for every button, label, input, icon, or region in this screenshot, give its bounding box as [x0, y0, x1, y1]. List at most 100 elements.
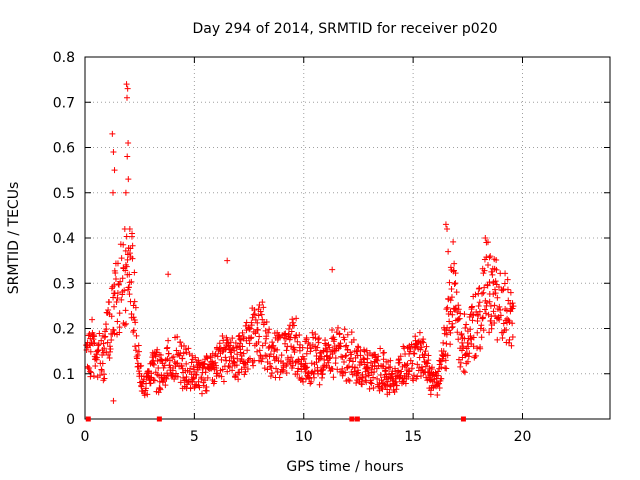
data-point: [117, 278, 124, 285]
data-point: [342, 353, 349, 360]
data-point: [170, 353, 177, 360]
data-point: [371, 369, 378, 376]
data-point: [122, 247, 129, 254]
data-point: [438, 375, 445, 382]
data-point: [353, 348, 360, 355]
data-point: [344, 331, 351, 338]
data-point: [423, 343, 430, 350]
data-point: [241, 371, 248, 378]
data-point: [365, 372, 372, 379]
data-point: [507, 289, 514, 296]
data-point: [132, 319, 139, 326]
data-point: [269, 339, 276, 346]
data-point: [509, 320, 516, 327]
data-point: [86, 365, 93, 372]
data-point: [295, 365, 302, 372]
data-point: [141, 392, 148, 399]
data-point: [486, 298, 493, 305]
data-point: [483, 239, 490, 246]
data-point: [363, 347, 370, 354]
data-point: [340, 359, 347, 366]
data-point: [398, 368, 405, 375]
data-point: [130, 327, 137, 334]
data-point: [100, 340, 107, 347]
data-point: [132, 304, 139, 311]
data-point: [313, 352, 320, 359]
axis-marker: [156, 416, 162, 422]
data-point: [216, 345, 223, 352]
data-point: [116, 324, 123, 331]
data-point: [138, 362, 145, 369]
data-point: [254, 348, 261, 355]
data-point: [151, 377, 158, 384]
data-point: [487, 302, 494, 309]
y-tick-label: 0.7: [53, 95, 75, 111]
x-tick-label: 0: [81, 429, 90, 445]
data-point: [193, 371, 200, 378]
data-point: [444, 225, 451, 232]
data-point: [90, 372, 97, 379]
data-point: [470, 343, 477, 350]
data-point: [213, 364, 220, 371]
data-point: [448, 285, 455, 292]
data-point: [270, 342, 277, 349]
data-point: [366, 385, 373, 392]
data-point: [458, 330, 465, 337]
data-point: [292, 359, 299, 366]
data-point: [226, 364, 233, 371]
data-point: [375, 353, 382, 360]
data-point: [470, 312, 477, 319]
data-point: [289, 362, 296, 369]
data-point: [496, 303, 503, 310]
x-axis-label: GPS time / hours: [286, 459, 403, 475]
data-point: [129, 230, 136, 237]
data-point: [308, 378, 315, 385]
data-point: [124, 153, 131, 160]
data-point: [136, 348, 143, 355]
data-point: [122, 189, 129, 196]
data-point: [462, 324, 469, 331]
data-point: [377, 371, 384, 378]
data-point: [452, 280, 459, 287]
data-point: [455, 356, 462, 363]
data-point: [432, 369, 439, 376]
data-point: [174, 360, 181, 367]
data-point: [479, 314, 486, 321]
data-point: [248, 334, 255, 341]
data-point: [451, 260, 458, 267]
data-point: [335, 324, 342, 331]
data-point: [436, 380, 443, 387]
data-point: [189, 352, 196, 359]
data-point: [303, 365, 310, 372]
data-point: [99, 360, 106, 367]
data-point: [497, 312, 504, 319]
data-point: [150, 377, 157, 384]
data-point: [132, 343, 139, 350]
data-point: [455, 336, 462, 343]
data-point: [274, 346, 281, 353]
data-point: [247, 335, 254, 342]
data-point: [311, 368, 318, 375]
data-point: [494, 294, 501, 301]
data-point: [350, 358, 357, 365]
data-point: [503, 307, 510, 314]
data-point: [234, 351, 241, 358]
data-point: [474, 329, 481, 336]
data-point: [122, 307, 129, 314]
data-point: [195, 378, 202, 385]
data-point: [254, 327, 261, 334]
data-point: [469, 317, 476, 324]
data-point: [488, 268, 495, 275]
axis-marker: [354, 416, 360, 422]
data-point: [91, 339, 98, 346]
data-point: [418, 344, 425, 351]
data-point: [263, 335, 270, 342]
data-point: [505, 297, 512, 304]
y-tick-label: 0.6: [53, 141, 75, 157]
data-point: [244, 365, 251, 372]
data-point: [491, 302, 498, 309]
data-point: [131, 269, 138, 276]
data-point: [192, 354, 199, 361]
data-point: [218, 356, 225, 363]
data-point: [158, 356, 165, 363]
